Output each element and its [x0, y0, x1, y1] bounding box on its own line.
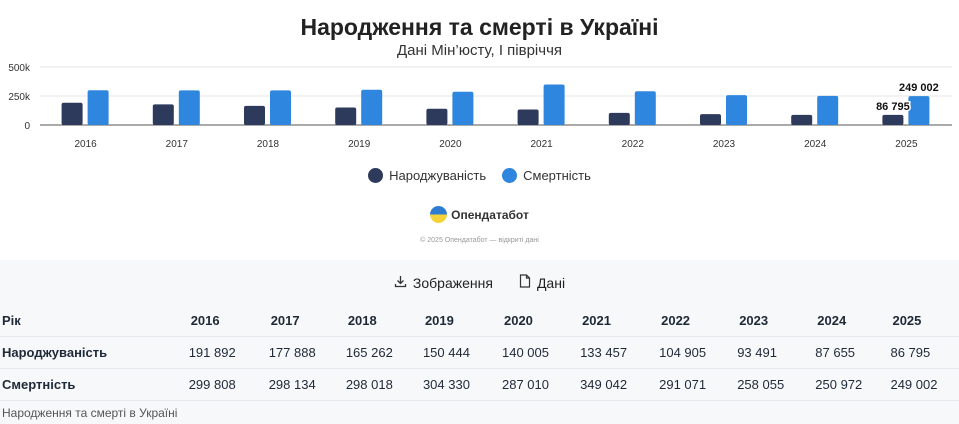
download-data-label: Дані [536, 274, 566, 291]
bar-births [700, 114, 721, 125]
table-cell: 86 795 [890, 336, 959, 369]
x-tick-label: 2017 [166, 139, 189, 150]
x-tick-label: 2024 [804, 139, 827, 150]
bar-deaths [543, 84, 565, 125]
table-cell: 165 262 [345, 336, 423, 369]
chart-legend: Народжуваність Смертність [0, 168, 959, 183]
bar-deaths [452, 91, 474, 125]
table-header-cell: Рік [0, 305, 189, 337]
bar-births [791, 114, 813, 125]
bar-deaths [178, 90, 200, 125]
x-tick-label: 2022 [622, 139, 645, 150]
table-header-cell: 2023 [737, 305, 816, 337]
table-header-cell: 2025 [890, 305, 959, 337]
x-tick-label: 2025 [895, 139, 918, 150]
data-table: Рік 2016 2017 2018 2019 2020 2021 2022 2023 2024 2… [0, 305, 959, 401]
table-header-row: Рік 2016 2017 2018 2019 2020 2021 2022 2023 2024 2… [0, 305, 959, 337]
bar-births [152, 104, 174, 125]
brand-name: Опендатабот [451, 207, 529, 222]
bar-deaths [908, 96, 930, 125]
y-tick-label: 250k [8, 92, 31, 103]
table-cell: 191 892 [188, 336, 269, 369]
bar-births [517, 109, 539, 125]
table-cell: 104 905 [659, 336, 738, 369]
table-header-cell: 2019 [422, 305, 502, 337]
table-header-cell: 2018 [345, 305, 423, 337]
table-cell: 87 655 [815, 336, 891, 369]
legend-marker-births [368, 168, 384, 183]
table-cell: 177 888 [268, 336, 346, 369]
table-cell: 299 808 [188, 368, 269, 401]
file-icon [519, 274, 531, 291]
legend-label-deaths: Смертність [523, 168, 591, 183]
table-cell: 304 330 [422, 368, 502, 401]
data-label: 249 002 [899, 82, 939, 94]
table-cell: 258 055 [737, 368, 816, 401]
download-image-label: Зображення [412, 274, 493, 291]
x-tick-label: 2016 [74, 139, 97, 150]
download-data-button[interactable]: Дані [519, 274, 565, 291]
table-cell: 140 005 [501, 336, 581, 369]
table-cell: 249 002 [890, 368, 959, 401]
table-header-cell: 2022 [659, 305, 738, 337]
bar-deaths [361, 89, 383, 125]
legend-marker-deaths [502, 168, 518, 183]
table-cell: 298 018 [345, 368, 423, 401]
bar-deaths [87, 90, 109, 125]
table-row: Смертність 299 808 298 134 298 018 304 330 28… [0, 368, 959, 401]
table-cell: 287 010 [501, 368, 581, 401]
legend-label-births: Народжуваність [389, 168, 487, 183]
bar-deaths [270, 90, 291, 125]
bar-births [335, 107, 357, 125]
table-cell: 250 972 [815, 368, 891, 401]
table-cell: 93 491 [737, 336, 816, 369]
chart-subtitle: Дані Мін’юсту, I півріччя [396, 42, 563, 59]
opendatabot-logo-icon [430, 206, 448, 223]
data-label: 86 795 [876, 101, 910, 113]
table-header-cell: 2017 [268, 305, 346, 337]
download-image-button[interactable]: Зображення [394, 274, 493, 291]
table-row: Народжуваність 191 892 177 888 165 262 150 4… [0, 336, 959, 369]
bar-births [426, 108, 448, 125]
x-tick-label: 2021 [530, 139, 553, 150]
download-icon [394, 275, 407, 291]
export-toolbar: Зображення Дані [0, 274, 959, 291]
legend-item-births[interactable]: Народжуваність [368, 168, 486, 183]
data-panel: Зображення Дані Рік 2016 2017 2018 2019 2020 2… [0, 260, 959, 424]
row-label: Смертність [0, 368, 189, 401]
bar-births [882, 114, 904, 125]
x-tick-label: 2019 [348, 139, 371, 150]
x-tick-label: 2020 [439, 139, 462, 150]
brand-link[interactable]: Опендатабот [0, 206, 959, 223]
bar-births [244, 105, 265, 125]
table-header-cell: 2020 [501, 305, 581, 337]
bar-deaths [634, 91, 656, 125]
table-cell: 133 457 [580, 336, 660, 369]
credits-text: © 2025 Опендатабот — відкриті дані [420, 237, 539, 244]
table-cell: 349 042 [580, 368, 660, 401]
table-caption: Народження та смерті в Україні [2, 406, 178, 420]
row-label: Народжуваність [0, 336, 189, 369]
bar-chart: 0 250k 500k 2016 2017 2018 2019 2020 2021 2022 202… [8, 63, 952, 150]
bar-births [61, 102, 83, 125]
x-tick-label: 2023 [713, 139, 736, 150]
table-cell: 291 071 [659, 368, 738, 401]
y-tick-label: 500k [8, 63, 31, 74]
bar-deaths [817, 95, 839, 125]
x-tick-label: 2018 [257, 139, 280, 150]
bar-deaths [726, 95, 747, 125]
bar-births [608, 112, 630, 125]
table-header-cell: 2024 [815, 305, 891, 337]
table-cell: 150 444 [422, 336, 502, 369]
table-header-cell: 2016 [188, 305, 269, 337]
legend-item-deaths[interactable]: Смертність [502, 168, 591, 183]
table-header-cell: 2021 [580, 305, 660, 337]
chart-title: Народження та смерті в Україні [300, 14, 659, 40]
table-cell: 298 134 [268, 368, 346, 401]
y-tick-label: 0 [24, 121, 30, 132]
